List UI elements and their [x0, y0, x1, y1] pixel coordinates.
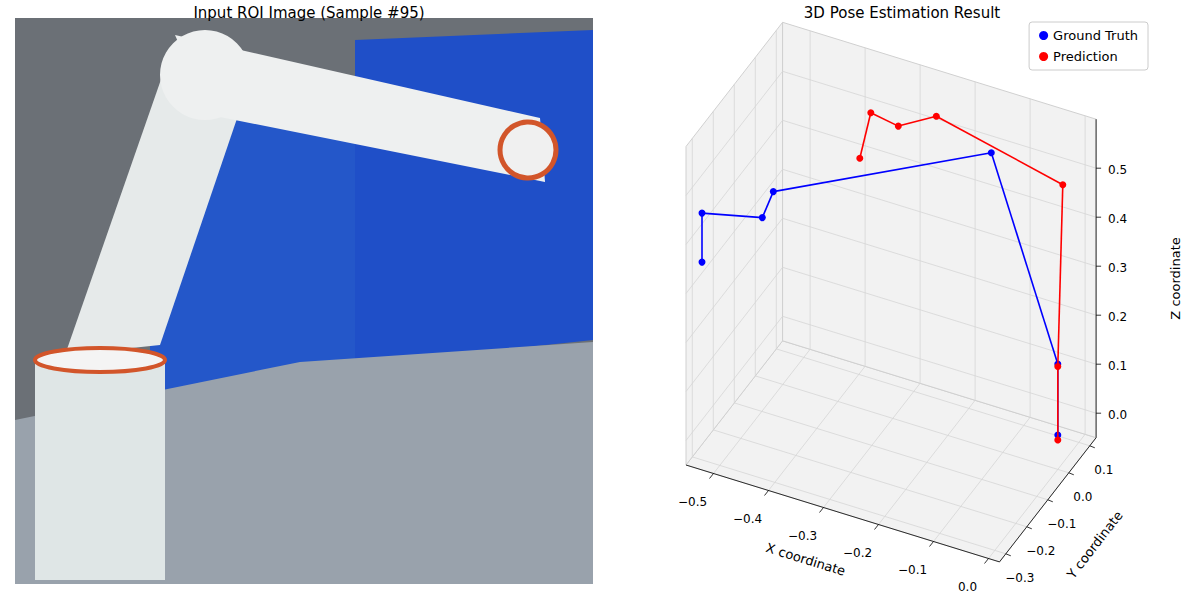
svg-text:0.1: 0.1: [1094, 463, 1113, 477]
svg-text:0.0: 0.0: [958, 580, 977, 594]
svg-text:−0.1: −0.1: [1047, 517, 1076, 531]
svg-text:0.5: 0.5: [1108, 163, 1127, 177]
svg-text:−0.3: −0.3: [788, 529, 817, 543]
svg-text:−0.2: −0.2: [843, 546, 872, 560]
svg-text:0.0: 0.0: [1073, 490, 1092, 504]
svg-text:0.0: 0.0: [1108, 408, 1127, 422]
svg-text:3D Pose Estimation Result: 3D Pose Estimation Result: [804, 4, 1000, 22]
svg-text:−0.5: −0.5: [678, 495, 707, 509]
svg-text:Ground Truth: Ground Truth: [1053, 28, 1138, 43]
svg-text:X coordinate: X coordinate: [764, 540, 847, 579]
svg-text:−0.4: −0.4: [733, 512, 762, 526]
svg-text:0.3: 0.3: [1108, 261, 1127, 275]
svg-text:Z coordinate: Z coordinate: [1168, 237, 1183, 319]
svg-text:−0.3: −0.3: [1005, 571, 1034, 585]
svg-text:0.1: 0.1: [1108, 359, 1127, 373]
svg-text:Input ROI Image (Sample #95): Input ROI Image (Sample #95): [193, 4, 424, 22]
svg-text:Y coordinate: Y coordinate: [1063, 508, 1125, 582]
svg-text:0.2: 0.2: [1108, 310, 1127, 324]
svg-text:Prediction: Prediction: [1053, 49, 1118, 64]
svg-text:0.4: 0.4: [1108, 212, 1127, 226]
svg-text:−0.1: −0.1: [898, 563, 927, 577]
svg-text:−0.2: −0.2: [1026, 544, 1055, 558]
